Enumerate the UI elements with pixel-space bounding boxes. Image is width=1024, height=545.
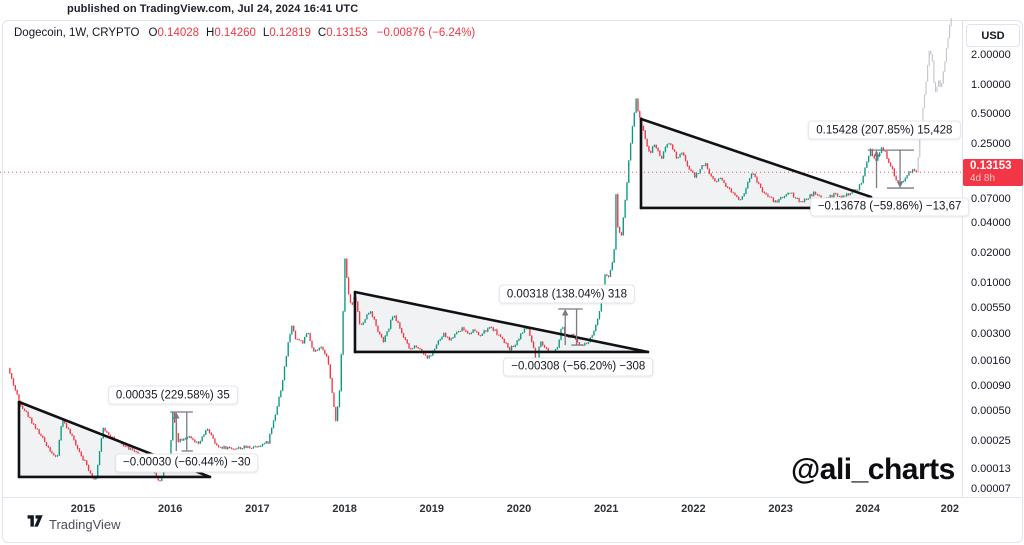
measure-label[interactable]: −0.00030 (−60.44%) −30: [114, 453, 259, 473]
chart-canvas[interactable]: [0, 0, 962, 497]
candle-wicks-up: [57, 98, 914, 482]
tradingview-logo-link[interactable]: TradingView: [27, 514, 121, 534]
legend-low: L0.12819: [262, 27, 311, 39]
time-axis-tick: 2015: [70, 503, 96, 515]
candle-bodies-up: [56, 98, 914, 482]
price-axis-tick: 0.01000: [971, 276, 1011, 289]
price-axis-tick: 0.00050: [971, 405, 1011, 418]
price-axis-tick: 0.07000: [971, 192, 1011, 205]
bar-countdown: 4d 8h: [970, 172, 996, 184]
price-axis-tick: 0.04000: [971, 216, 1011, 229]
candle-wicks-down: [9, 98, 917, 482]
legend-open: O0.14028: [148, 27, 200, 39]
candle-bodies-down: [930, 50, 941, 92]
measure-arrowhead: [896, 181, 904, 189]
current-price-label: 0.13153 4d 8h: [963, 159, 1023, 187]
time-axis-tick: 2017: [245, 503, 270, 515]
time-axis-tick: 2018: [332, 503, 357, 515]
candle-wicks-up: [917, 17, 952, 174]
price-axis-tick: 0.00160: [971, 355, 1011, 368]
time-axis-tick: 2019: [419, 503, 445, 515]
price-axis-tick: 0.00550: [971, 302, 1011, 315]
published-note: published on TradingView.com, Jul 24, 20…: [67, 3, 359, 15]
price-axis-tick: 0.00007: [971, 482, 1011, 495]
time-axis-tick: 202: [940, 503, 959, 515]
time-axis-separator: [2, 497, 1021, 498]
candle-bodies-down: [9, 98, 917, 482]
price-axis-tick: 0.00300: [971, 328, 1011, 341]
time-axis-tick: 2016: [157, 503, 183, 515]
author-watermark: @ali_charts: [791, 453, 955, 486]
time-axis-tick: 2023: [768, 503, 793, 515]
time-axis-tick: 2024: [855, 503, 881, 515]
price-axis-tick: 0.00025: [971, 435, 1011, 448]
measure-label[interactable]: −0.00308 (−56.20%) −308: [503, 357, 654, 377]
triangle-pattern-line[interactable]: [639, 117, 873, 199]
time-axis-tick: 2021: [593, 503, 619, 515]
tradingview-logo-text: TradingView: [49, 516, 121, 532]
currency-usd-button[interactable]: USD: [966, 24, 1020, 47]
price-axis-separator: [962, 21, 963, 497]
price-axis-tick: 1.00000: [971, 78, 1011, 91]
price-axis-tick: 0.00090: [971, 380, 1011, 393]
current-price-value: 0.13153: [970, 160, 1012, 173]
symbol-title: Dogecoin, 1W, CRYPTO: [14, 27, 140, 39]
measure-label[interactable]: 0.00035 (229.58%) 35: [107, 385, 238, 405]
measure-label[interactable]: 0.15428 (207.85%) 15,428: [808, 120, 961, 140]
tradingview-logo-icon: [27, 514, 43, 534]
measure-arrowhead: [562, 309, 569, 316]
price-axis-tick: 2.00000: [971, 48, 1011, 61]
measure-arrowhead: [873, 150, 880, 157]
time-axis-tick: 2022: [681, 503, 706, 515]
price-axis-tick: 0.25000: [971, 138, 1011, 151]
candle-bodies-up: [917, 18, 952, 173]
triangle-pattern-line[interactable]: [353, 290, 650, 354]
measure-label[interactable]: 0.00318 (138.04%) 318: [498, 284, 636, 304]
legend-change: −0.00876 (−6.24%): [376, 27, 476, 39]
legend-high: H0.14260: [206, 27, 256, 39]
measure-label[interactable]: −0.13678 (−59.86%) −13,67: [809, 197, 970, 217]
chart-legend: Dogecoin, 1W, CRYPTO O0.14028 H0.14260 L0.1…: [14, 27, 475, 39]
time-axis-tick: 2020: [506, 503, 532, 515]
triangle-pattern-fill: [641, 119, 871, 208]
price-axis-tick: 0.00013: [971, 463, 1011, 476]
measure-arrowhead: [173, 411, 180, 419]
legend-close: C0.13153: [317, 27, 368, 39]
price-axis-tick: 0.50000: [971, 108, 1011, 121]
price-axis-tick: 0.02000: [971, 246, 1011, 259]
